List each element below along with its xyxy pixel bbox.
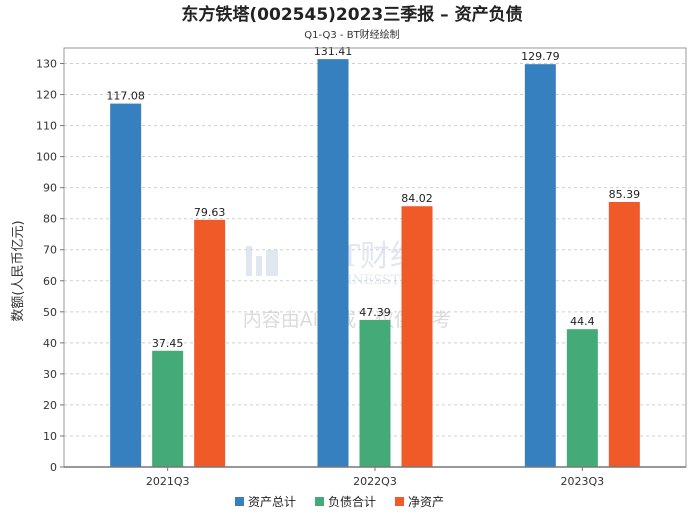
y-tick-label: 100 [36,151,57,164]
y-tick-label: 30 [43,368,57,381]
bar [110,103,142,467]
data-label: 79.63 [194,206,226,219]
legend-label: 净资产 [408,495,444,509]
x-tick-label: 2022Q3 [353,475,397,488]
y-tick-label: 90 [43,182,57,195]
data-label: 85.39 [609,188,641,201]
data-label: 84.02 [401,192,433,205]
y-tick-label: 40 [43,337,57,350]
bar [401,206,433,468]
y-tick-label: 60 [43,275,57,288]
y-tick-label: 110 [36,120,57,133]
y-tick-label: 0 [50,461,57,474]
bar [152,350,184,467]
bar [608,201,640,468]
y-tick-label: 10 [43,430,57,443]
data-label: 37.45 [152,337,184,350]
legend-swatch [235,497,244,506]
bar [317,59,349,467]
chart-title: 东方铁塔(002545)2023三季报 – 资产负债 [181,4,522,25]
y-axis-label: 数额(人民币亿元) [11,220,26,321]
data-label: 129.79 [521,50,560,63]
legend-swatch [315,497,324,506]
y-tick-label: 50 [43,306,57,319]
legend: 资产总计 负债合计 净资产 [235,494,444,509]
bar [566,329,598,467]
y-tick-label: 120 [36,89,57,102]
data-label: 131.41 [314,45,353,58]
data-label: 117.08 [106,90,145,103]
y-tick-label: 80 [43,213,57,226]
bar [359,319,391,467]
watermark-logo-icon [256,256,262,276]
legend-swatch [395,497,404,506]
data-label: 47.39 [359,306,391,319]
data-label: 44.4 [570,315,595,328]
bar [194,219,226,467]
watermark-logo-icon [266,250,278,276]
y-tick-label: 20 [43,399,57,412]
y-tick-label: 70 [43,244,57,257]
axes: 0 10 20 30 40 50 60 70 80 90 100 110 120 130 2021Q3 202… [36,47,687,488]
legend-label: 资产总计 [248,495,296,509]
bars: 117.08 37.45 79.63 131.41 47.39 84.02 129.79 44… [106,45,641,468]
watermark-logo-icon [246,246,252,276]
x-tick-label: 2023Q3 [561,475,605,488]
x-tick-label: 2021Q3 [146,475,190,488]
bar [524,64,556,468]
legend-label: 负债合计 [328,494,376,509]
y-tick-label: 130 [36,58,57,71]
chart-subtitle: Q1-Q3 - BT财经绘制 [304,28,399,41]
